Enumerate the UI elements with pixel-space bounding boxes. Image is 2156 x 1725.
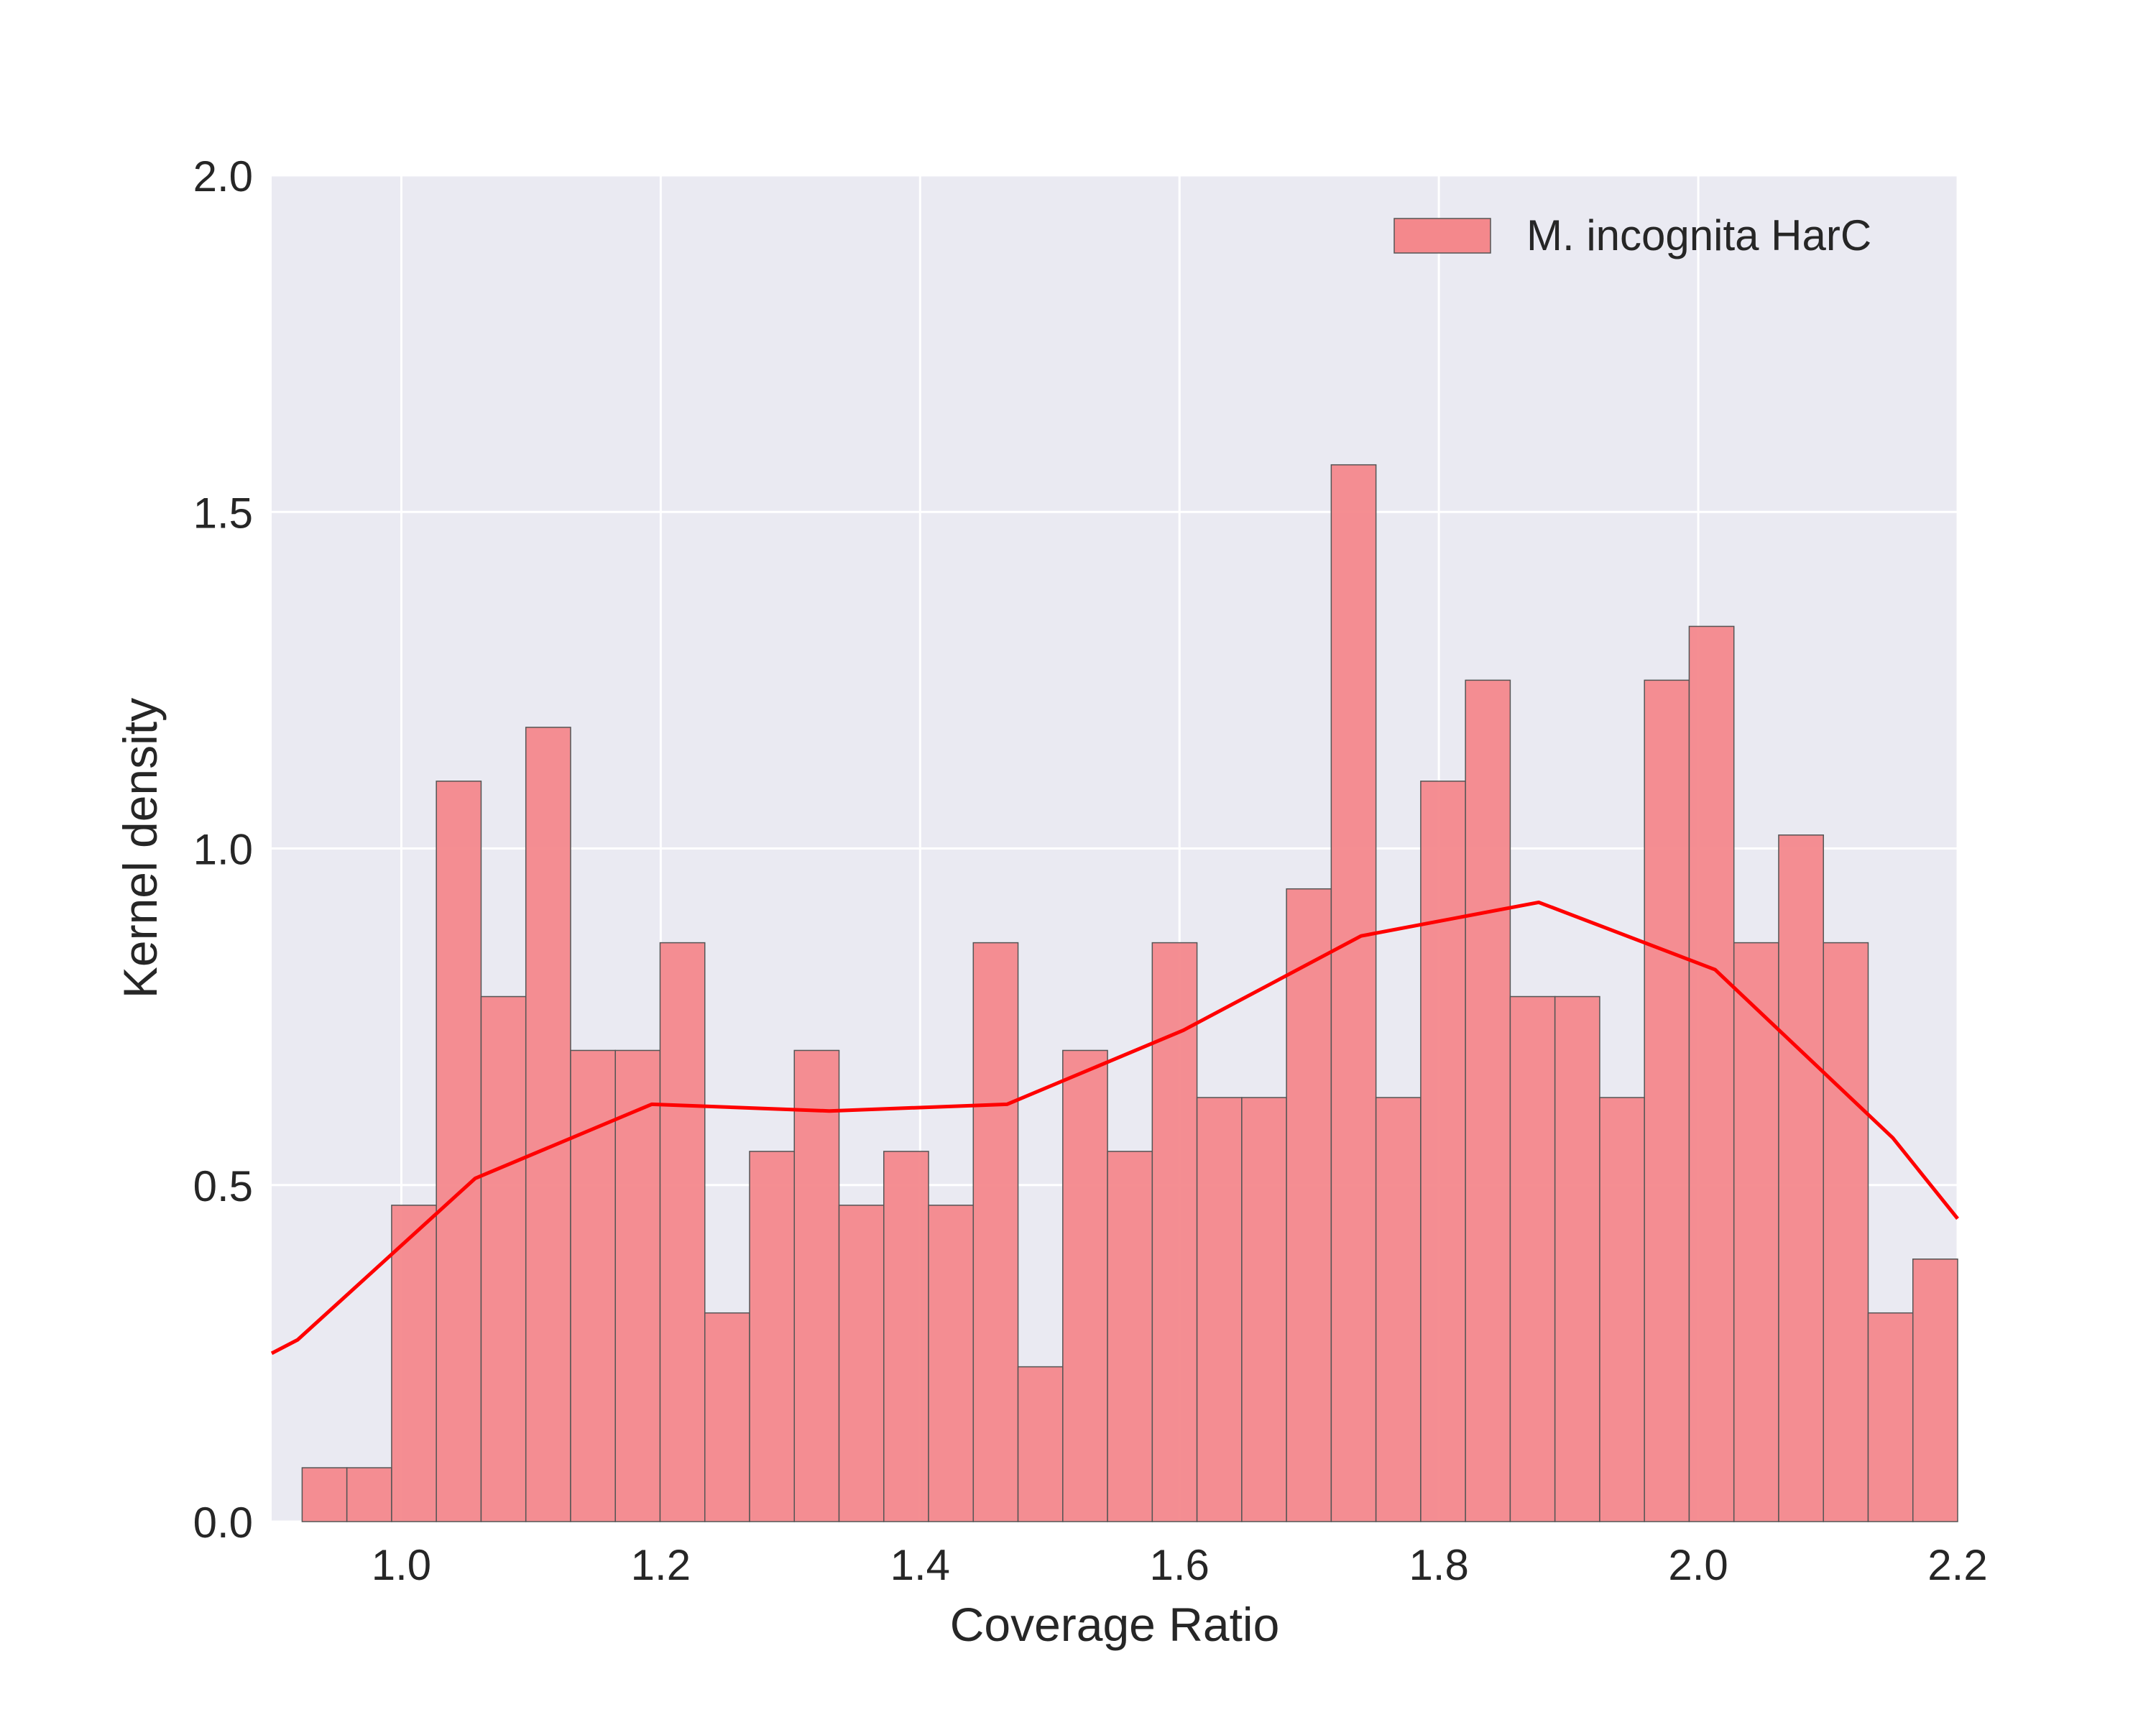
histogram-bar: [838, 1205, 885, 1522]
legend-swatch: [1393, 218, 1491, 254]
histogram-bar: [883, 1151, 929, 1522]
legend-label: M. incognita HarC: [1526, 211, 1871, 259]
x-tick-label: 1.8: [1409, 1541, 1468, 1589]
histogram-bar: [704, 1312, 750, 1522]
histogram-bar: [1599, 1097, 1645, 1522]
histogram-bar: [391, 1205, 437, 1522]
histogram-bar: [525, 727, 571, 1522]
x-tick-labels: 1.0 1.2 1.4 1.6 1.8 2.0 2.2: [372, 1541, 1988, 1589]
kde-line-group: [270, 900, 1959, 1356]
histogram-bar: [1509, 995, 1556, 1522]
x-tick-label: 1.2: [631, 1541, 691, 1589]
legend: M. incognita HarC: [1393, 211, 1871, 259]
y-tick-label: 0.5: [193, 1162, 253, 1210]
x-tick-label: 2.2: [1927, 1541, 1987, 1589]
x-tick-label: 1.6: [1150, 1541, 1210, 1589]
histogram-bar: [346, 1467, 392, 1522]
histogram-bar: [301, 1467, 348, 1522]
y-tick-label: 0.0: [193, 1499, 253, 1547]
histogram-bar: [1375, 1097, 1422, 1522]
histogram-bar: [614, 1049, 661, 1522]
x-tick-label: 1.4: [890, 1541, 950, 1589]
histogram-bar: [1062, 1049, 1108, 1522]
histogram-bar: [972, 942, 1019, 1522]
histogram-bar: [1241, 1097, 1287, 1522]
histogram-bar: [1912, 1259, 1958, 1522]
histogram-bar: [436, 781, 482, 1522]
histogram-bar: [1733, 942, 1779, 1522]
y-tick-label: 2.0: [193, 152, 253, 201]
histogram-bar: [1196, 1097, 1243, 1522]
x-tick-label: 1.0: [372, 1541, 431, 1589]
histogram-bar: [1330, 464, 1377, 1522]
histogram-bar: [1823, 942, 1869, 1522]
histogram-bar: [1688, 625, 1735, 1522]
histogram-bar: [1420, 781, 1466, 1522]
y-axis-label: Kernel density: [114, 698, 167, 998]
histogram-bar: [1644, 679, 1690, 1522]
histogram-bars: [301, 464, 1958, 1522]
histogram-bar: [1867, 1312, 1914, 1522]
histogram-bar: [749, 1151, 796, 1522]
x-tick-label: 2.0: [1668, 1541, 1728, 1589]
kde-line: [270, 900, 1959, 1356]
histogram-bar: [480, 995, 527, 1522]
histogram-bar: [1151, 942, 1198, 1522]
histogram-bar: [659, 942, 706, 1522]
histogram-bar: [1286, 888, 1332, 1522]
histogram-bar: [1554, 995, 1600, 1522]
x-axis-label: Coverage Ratio: [950, 1598, 1280, 1651]
histogram-bar: [1465, 679, 1511, 1522]
histogram-bar: [1017, 1366, 1064, 1522]
histogram-bar: [928, 1205, 975, 1522]
histogram-bar: [793, 1049, 840, 1522]
y-tick-label: 1.0: [193, 826, 253, 874]
y-tick-label: 1.5: [193, 489, 253, 537]
y-tick-labels: 0.0 0.5 1.0 1.5 2.0: [193, 152, 253, 1547]
histogram-bar: [1107, 1151, 1153, 1522]
histogram-bar: [1778, 834, 1824, 1522]
